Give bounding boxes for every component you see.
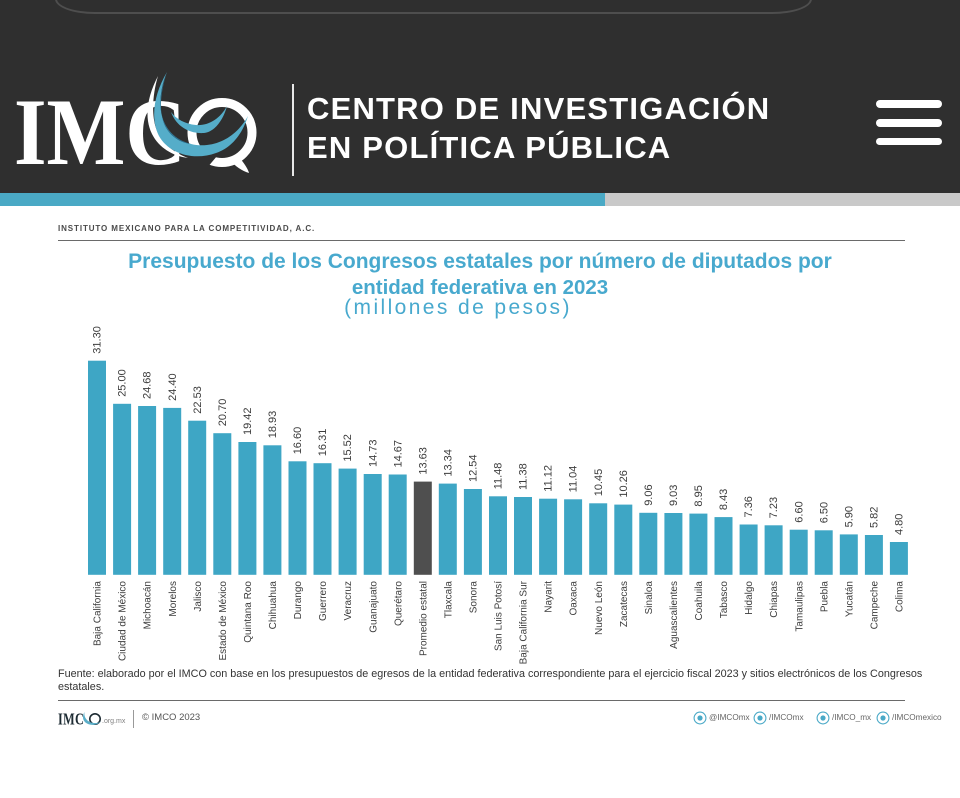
svg-text:9.06: 9.06 [643,484,655,505]
svg-text:Coahuila: Coahuila [694,581,705,621]
svg-text:18.93: 18.93 [267,411,279,439]
svg-text:Colima: Colima [895,581,906,613]
svg-text:19.42: 19.42 [242,407,254,435]
svg-text:Tlaxcala: Tlaxcala [443,581,454,619]
svg-text:31.30: 31.30 [92,326,104,354]
svg-text:Nayarit: Nayarit [544,581,555,613]
svg-text:22.53: 22.53 [192,386,204,414]
svg-text:Veracruz: Veracruz [343,581,354,620]
svg-text:24.68: 24.68 [142,371,154,399]
svg-text:24.40: 24.40 [167,373,179,401]
svg-text:11.38: 11.38 [518,463,530,490]
svg-text:16.60: 16.60 [292,427,304,455]
svg-text:Yucatán: Yucatán [844,581,855,617]
svg-text:Oaxaca: Oaxaca [569,581,580,616]
svg-text:Chihuahua: Chihuahua [268,581,279,630]
svg-text:Baja California: Baja California [93,581,104,646]
svg-text:11.12: 11.12 [543,465,555,492]
svg-text:Guerrero: Guerrero [318,581,329,621]
svg-text:Estado de México: Estado de México [218,581,229,661]
svg-text:13.63: 13.63 [417,447,429,475]
svg-text:4.80: 4.80 [894,514,906,535]
svg-text:5.82: 5.82 [869,507,881,528]
svg-text:8.43: 8.43 [718,489,730,510]
svg-text:8.95: 8.95 [693,485,705,506]
svg-text:7.36: 7.36 [743,496,755,517]
svg-text:Promedio estatal: Promedio estatal [418,581,429,656]
svg-text:10.45: 10.45 [593,469,605,497]
svg-text:Guanajuato: Guanajuato [368,581,379,633]
svg-text:14.67: 14.67 [392,440,404,468]
svg-text:.org.mx: .org.mx [102,718,126,725]
svg-text:Quintana Roo: Quintana Roo [243,581,254,643]
svg-text:Morelos: Morelos [168,581,179,617]
svg-text:Sonora: Sonora [469,581,480,614]
svg-text:7.23: 7.23 [768,497,780,518]
svg-text:Tamaulipas: Tamaulipas [794,581,805,632]
svg-text:Jalisco: Jalisco [193,581,204,612]
svg-text:Baja California Sur: Baja California Sur [519,580,530,664]
svg-text:Chiapas: Chiapas [769,581,780,618]
svg-text:Puebla: Puebla [819,581,830,613]
svg-text:Campeche: Campeche [870,581,881,630]
svg-text:San Luis Potosí: San Luis Potosí [494,581,505,651]
svg-text:10.26: 10.26 [618,470,630,498]
svg-text:13.34: 13.34 [442,449,454,477]
svg-text:Ciudad de México: Ciudad de México [118,581,129,661]
svg-text:Aguascalientes: Aguascalientes [669,581,680,649]
svg-text:Michoacán: Michoacán [143,581,154,629]
svg-text:11.48: 11.48 [493,463,505,490]
svg-text:Hidalgo: Hidalgo [744,581,755,615]
svg-text:Sinaloa: Sinaloa [644,581,655,615]
svg-text:Nuevo León: Nuevo León [594,581,605,635]
svg-text:15.52: 15.52 [342,434,354,462]
svg-text:Durango: Durango [293,581,304,620]
svg-text:20.70: 20.70 [217,399,229,427]
svg-text:9.03: 9.03 [668,485,680,506]
svg-text:12.54: 12.54 [468,454,480,482]
svg-text:5.90: 5.90 [843,506,855,527]
svg-text:Zacatecas: Zacatecas [619,581,630,627]
svg-text:11.04: 11.04 [568,466,580,493]
svg-text:25.00: 25.00 [117,369,129,397]
svg-text:Tabasco: Tabasco [719,581,730,619]
svg-text:6.60: 6.60 [793,501,805,522]
svg-text:14.73: 14.73 [367,439,379,467]
svg-text:Querétaro: Querétaro [393,581,404,626]
svg-text:6.50: 6.50 [818,502,830,523]
svg-text:16.31: 16.31 [317,429,329,457]
svg-text:IMC: IMC [58,711,84,729]
